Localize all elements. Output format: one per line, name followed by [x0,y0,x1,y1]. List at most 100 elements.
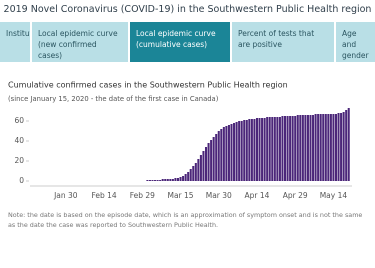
bar [276,117,279,181]
bar [286,116,289,181]
x-tick-label: Feb 29 [130,191,155,200]
bar [182,176,185,181]
tab-bar: Institutional... Local epidemic curve (n… [0,22,375,62]
bar [332,114,335,181]
bar [327,114,330,181]
bar [227,125,230,181]
bar [306,115,309,181]
chart-title: Cumulative confirmed cases in the Southw… [8,81,288,90]
tab[interactable]: Age and gender d... [342,29,369,60]
bar [268,117,271,181]
bar [202,151,205,181]
tab[interactable]: Local epidemic curve (new confirmed case… [32,22,130,62]
tab[interactable]: Local epidemic curve (cumulative cases) [130,22,232,62]
bar [199,155,202,181]
x-tick-label: Mar 15 [167,191,193,200]
bar [278,117,281,181]
bar [174,178,177,181]
bar [345,110,348,181]
bar [184,174,187,181]
bar [312,115,315,181]
bar [253,119,256,181]
bar [248,119,251,181]
bar [289,116,292,181]
bar [281,116,284,181]
bar [255,118,259,181]
bar [238,121,241,181]
bar [322,114,325,181]
bar [192,166,195,181]
bar [217,131,220,181]
y-tick-label: 20 [14,156,24,165]
bar [176,178,180,181]
x-tick-label: Mar 30 [206,191,232,200]
bar [220,129,223,181]
bar [294,116,297,181]
x-tick-label: Feb 14 [91,191,116,200]
bar [187,172,190,181]
bar [291,116,294,181]
bar [210,140,213,181]
y-tick-label: 40 [14,136,24,145]
bar [304,115,307,181]
bar [324,114,327,181]
bar [340,113,343,181]
bar [319,114,322,181]
bar [189,169,192,181]
y-tick-label: 60 [14,116,24,125]
bar [258,118,261,181]
bar [296,115,299,181]
bar [148,180,151,181]
bar [154,180,157,181]
bar [233,123,236,181]
bar [215,134,218,181]
bar [235,122,238,181]
bar [314,114,317,181]
bar [271,117,274,181]
bar [243,120,246,181]
bar [273,117,276,181]
bar [194,163,197,181]
tab[interactable]: Institutional... [0,22,32,62]
bar [337,113,340,181]
x-tick-label: May 14 [320,191,348,200]
bar [156,180,159,181]
bar [342,112,345,181]
bar [204,147,208,181]
bar [166,179,169,181]
bar [207,143,210,181]
bar [317,114,320,181]
chart-subtitle: (since January 15, 2020 - the date of th… [8,95,219,103]
bar [261,118,264,181]
bar [301,115,304,181]
bar [250,119,253,181]
bar [266,117,269,181]
bar [329,114,332,181]
bar [151,180,154,181]
bar [169,179,172,181]
bar [146,180,149,181]
bar [240,121,243,181]
y-tick-label: 0 [19,176,24,185]
bar [222,127,225,181]
x-tick-label: Apr 29 [283,191,308,200]
bar [263,118,266,181]
page-title: 2019 Novel Coronavirus (COVID-19) in the… [3,4,372,15]
bar [334,114,338,181]
bar [225,126,228,181]
bar [164,179,167,181]
footnote: Note: the date is based on the episode d… [8,211,363,229]
bar [347,108,350,181]
bar [245,120,248,181]
bar [197,159,200,181]
bar [161,179,164,181]
bar [212,137,215,181]
tab[interactable]: Percent of tests that are positive [232,22,336,62]
bar [309,115,312,181]
bar [230,124,233,181]
x-tick-label: Jan 30 [53,191,78,200]
bar [179,177,182,181]
bar [171,179,174,181]
